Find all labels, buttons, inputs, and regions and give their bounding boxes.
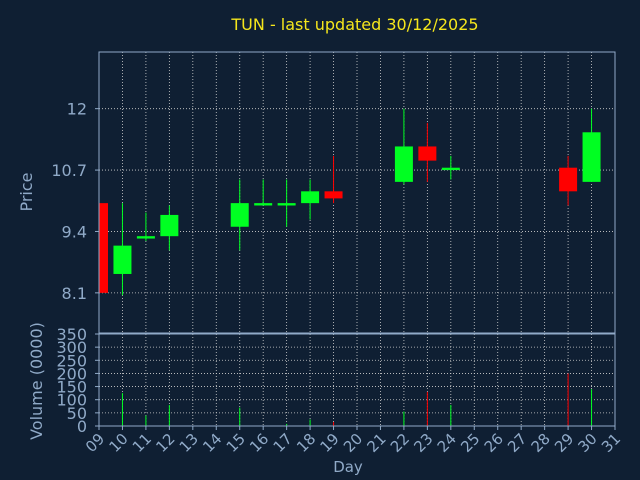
volume-y-tick-label: 150 — [56, 378, 87, 397]
x-tick-label: 26 — [481, 430, 507, 456]
candle — [394, 108, 413, 185]
candle — [254, 179, 273, 206]
candle — [324, 155, 343, 204]
x-tick-label: 11 — [129, 430, 155, 456]
price-candles — [98, 108, 601, 296]
candle — [230, 179, 249, 251]
candle — [113, 203, 132, 296]
x-tick-label: 28 — [528, 430, 554, 456]
volume-grid — [99, 334, 615, 426]
candle-body — [394, 146, 413, 182]
candle-body — [113, 245, 132, 274]
candle-body — [160, 214, 179, 237]
x-tick-label: 19 — [317, 430, 343, 456]
candle-body — [254, 203, 273, 206]
x-tick-label: 18 — [293, 430, 319, 456]
x-tick-label: 16 — [246, 430, 272, 456]
candle — [160, 205, 179, 251]
candle-body — [582, 132, 601, 182]
candle — [582, 108, 601, 182]
volume-y-tick-label: 100 — [56, 391, 87, 410]
candle-body — [324, 191, 343, 199]
x-tick-label: 21 — [363, 430, 389, 456]
volume-y-tick-label: 50 — [67, 404, 87, 423]
x-tick-label: 29 — [551, 430, 577, 456]
volume-y-tick-label: 200 — [56, 364, 87, 383]
candle-body — [418, 146, 437, 161]
x-tick-label: 23 — [410, 430, 436, 456]
volume-axis-label: Volume (0000) — [27, 322, 46, 440]
price-y-ticks: 8.1 9.4 10.7 12 — [51, 100, 99, 303]
candle-body — [277, 203, 296, 206]
candle-body — [301, 191, 320, 204]
volume-y-tick-label: 350 — [56, 325, 87, 344]
candle — [559, 155, 578, 206]
volume-y-tick-label: 250 — [56, 351, 87, 370]
price-y-tick-label: 10.7 — [51, 161, 87, 180]
candle-body — [230, 203, 249, 227]
x-axis-label: Day — [333, 458, 363, 476]
x-tick-label: 17 — [270, 430, 296, 456]
price-y-tick-label: 9.4 — [62, 222, 87, 241]
price-y-tick-label: 8.1 — [62, 284, 87, 303]
x-tick-label: 20 — [340, 430, 366, 456]
candle-body — [136, 236, 155, 239]
x-tick-label: 25 — [457, 430, 483, 456]
price-axis-label: Price — [17, 172, 36, 211]
x-tick-label: 12 — [152, 430, 178, 456]
chart-title: TUN - last updated 30/12/2025 — [230, 15, 478, 34]
x-tick-label: 10 — [105, 430, 131, 456]
candle-body — [559, 167, 578, 192]
candle — [277, 179, 296, 227]
volume-bars — [121, 373, 593, 426]
price-plot-frame — [98, 51, 616, 334]
candle — [98, 203, 108, 293]
candle-body — [441, 167, 460, 171]
volume-y-tick-label: 300 — [56, 338, 87, 357]
x-tick-label: 30 — [575, 430, 601, 456]
price-grid — [99, 52, 615, 333]
candle — [441, 155, 460, 180]
candle — [136, 212, 155, 241]
x-tick-label: 24 — [434, 430, 460, 456]
x-tick-label: 15 — [223, 430, 249, 456]
volume-y-tick-label: 0 — [77, 417, 87, 436]
x-tick-label: 31 — [598, 430, 624, 456]
candle-body — [99, 203, 108, 293]
x-tick-label: 13 — [176, 430, 202, 456]
x-ticks: 0910111213141516171819202122232425262728… — [82, 426, 624, 456]
price-y-tick-label: 12 — [67, 100, 87, 119]
x-tick-label: 27 — [504, 430, 530, 456]
x-tick-label: 22 — [387, 430, 413, 456]
x-tick-label: 14 — [199, 430, 225, 456]
candle — [301, 179, 320, 220]
candle — [418, 122, 437, 182]
